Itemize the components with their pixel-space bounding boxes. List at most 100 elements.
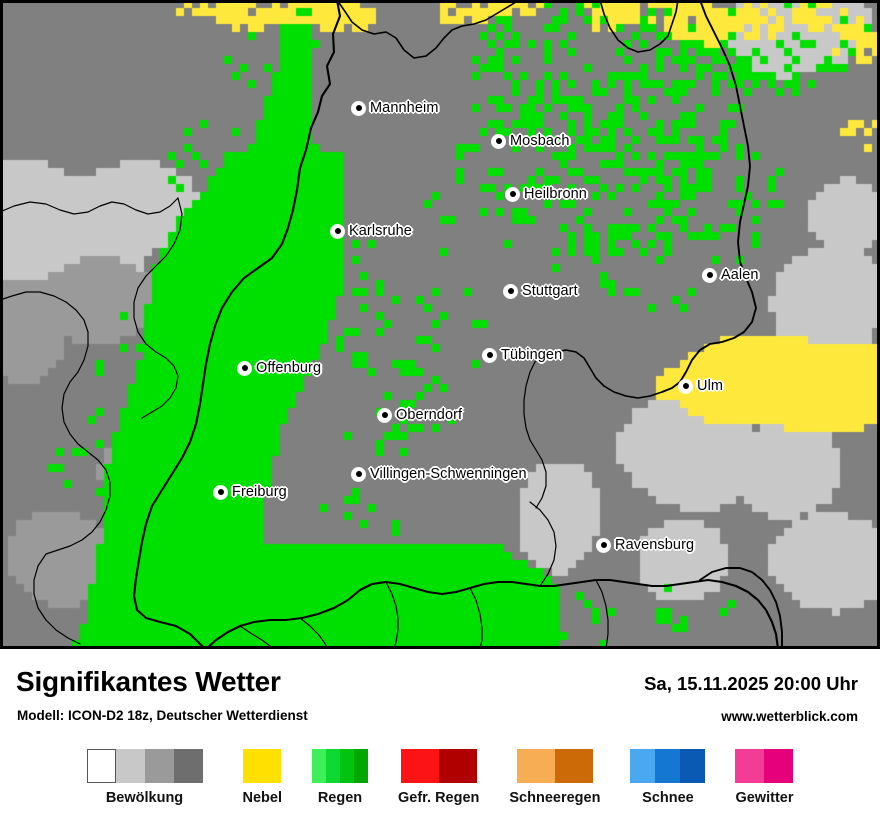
- legend-color-cell: [764, 749, 794, 783]
- city-label: Offenburg: [256, 360, 322, 376]
- legend-swatch: [735, 749, 794, 783]
- footer: Signifikantes Wetter Modell: ICON-D2 18z…: [0, 649, 880, 830]
- city-dot-icon: [378, 408, 391, 422]
- legend-item-schneeregen: Schneeregen: [509, 749, 600, 806]
- city-dot-icon: [597, 538, 610, 552]
- city-marker-mannheim[interactable]: Mannheim: [352, 100, 439, 116]
- legend-color-cell: [438, 749, 477, 783]
- border-northeast: [599, 0, 679, 53]
- weather-map[interactable]: Mannheim Mosbach Heilbronn Karlsruhe Stuttga…: [0, 0, 880, 649]
- city-marker-freiburg[interactable]: Freiburg: [214, 484, 287, 500]
- legend-color-cell: [400, 749, 439, 783]
- legend-label: Bewölkung: [105, 790, 184, 806]
- city-marker-t-bingen[interactable]: Tübingen: [483, 347, 562, 363]
- border-rhine-west: [132, 0, 342, 649]
- border-bw-by-inner: [523, 359, 547, 509]
- city-marker-villingen-schwenningen[interactable]: Villingen-Schwenningen: [352, 466, 527, 482]
- legend-item-schnee: Schnee: [630, 749, 706, 806]
- city-label: Ulm: [697, 378, 724, 394]
- legend-item-nebel: Nebel: [242, 749, 283, 806]
- precipitation-raster: [0, 0, 880, 649]
- city-marker-karlsruhe[interactable]: Karlsruhe: [331, 223, 412, 239]
- city-marker-aalen[interactable]: Aalen: [703, 267, 759, 283]
- city-label: Freiburg: [232, 484, 287, 500]
- legend-color-cell: [173, 749, 203, 783]
- legend-swatch: [312, 749, 368, 783]
- city-label: Stuttgart: [522, 283, 578, 299]
- model-subtitle: Modell: ICON-D2 18z, Deutscher Wetterdie…: [17, 708, 308, 723]
- legend-color-cell: [312, 749, 326, 783]
- city-label: Oberndorf: [396, 407, 463, 423]
- city-dot-icon: [483, 348, 496, 362]
- legend-swatch: [86, 749, 203, 783]
- border-bavaria-east: [661, 0, 757, 393]
- legend-color-cell: [340, 749, 354, 783]
- city-label: Mosbach: [510, 133, 570, 149]
- city-dot-icon: [238, 361, 251, 375]
- legend-color-cell: [735, 749, 765, 783]
- legend-color-cell: [554, 749, 593, 783]
- city-dot-icon: [703, 268, 716, 282]
- border-swiss-inner-5: [469, 587, 483, 649]
- website-label: www.wetterblick.com: [721, 709, 858, 724]
- city-dot-icon: [492, 134, 505, 148]
- legend-swatch: [516, 749, 593, 783]
- city-label: Ravensburg: [615, 537, 695, 553]
- city-label: Villingen-Schwenningen: [370, 466, 527, 482]
- legend-color-cell: [354, 749, 368, 783]
- page-title: Signifikantes Wetter: [16, 666, 281, 697]
- border-swiss-inner-2: [239, 625, 277, 649]
- city-label: Tübingen: [501, 347, 563, 363]
- legend: Bewölkung Nebel Regen Gefr. Regen Schneerege…: [0, 749, 880, 806]
- legend-label: Nebel: [242, 790, 283, 806]
- city-marker-offenburg[interactable]: Offenburg: [238, 360, 321, 376]
- border-france-inner-2: [133, 197, 183, 419]
- legend-color-cell: [326, 749, 340, 783]
- city-dot-icon: [352, 101, 365, 115]
- legend-swatch: [630, 749, 706, 783]
- city-dot-icon: [679, 379, 692, 393]
- city-marker-ravensburg[interactable]: Ravensburg: [597, 537, 694, 553]
- map-borders-overlay: [0, 0, 783, 649]
- legend-item-gewitter: Gewitter: [735, 749, 793, 806]
- legend-color-cell: [243, 749, 282, 783]
- legend-label: Schneeregen: [509, 790, 601, 806]
- city-marker-ulm[interactable]: Ulm: [679, 378, 723, 394]
- border-france-inner-1: [0, 197, 179, 215]
- border-lake-constance: [529, 501, 557, 587]
- legend-label: Gefr. Regen: [398, 790, 480, 806]
- border-north: [336, 0, 523, 59]
- border-swiss-inner-4: [385, 581, 399, 649]
- border-south-switzerland: [204, 578, 780, 649]
- border-swiss-inner-3: [299, 617, 329, 649]
- legend-color-cell: [630, 749, 656, 783]
- legend-color-cell: [680, 749, 706, 783]
- legend-item-bew-lkung: Bewölkung: [86, 749, 203, 806]
- city-label: Mannheim: [370, 100, 439, 116]
- border-austria: [699, 567, 783, 649]
- legend-swatch: [400, 749, 477, 783]
- border-austria-inner: [595, 579, 609, 649]
- city-dot-icon: [331, 224, 344, 238]
- legend-label: Gewitter: [735, 790, 794, 806]
- city-dot-icon: [506, 187, 519, 201]
- legend-color-cell: [86, 749, 116, 783]
- city-dot-icon: [214, 485, 227, 499]
- legend-item-gefr-regen: Gefr. Regen: [398, 749, 479, 806]
- city-marker-stuttgart[interactable]: Stuttgart: [504, 283, 578, 299]
- city-marker-mosbach[interactable]: Mosbach: [492, 133, 570, 149]
- border-france-inner-3: [0, 291, 111, 555]
- city-label: Heilbronn: [524, 186, 587, 202]
- legend-color-cell: [655, 749, 681, 783]
- legend-label: Schnee: [642, 790, 694, 806]
- city-label: Karlsruhe: [349, 223, 412, 239]
- city-label: Aalen: [721, 267, 759, 283]
- legend-color-cell: [144, 749, 174, 783]
- city-marker-heilbronn[interactable]: Heilbronn: [506, 186, 587, 202]
- legend-item-regen: Regen: [312, 749, 368, 806]
- forecast-date: Sa, 15.11.2025 20:00 Uhr: [644, 673, 858, 694]
- legend-color-cell: [115, 749, 145, 783]
- legend-swatch: [243, 749, 282, 783]
- city-marker-oberndorf[interactable]: Oberndorf: [378, 407, 462, 423]
